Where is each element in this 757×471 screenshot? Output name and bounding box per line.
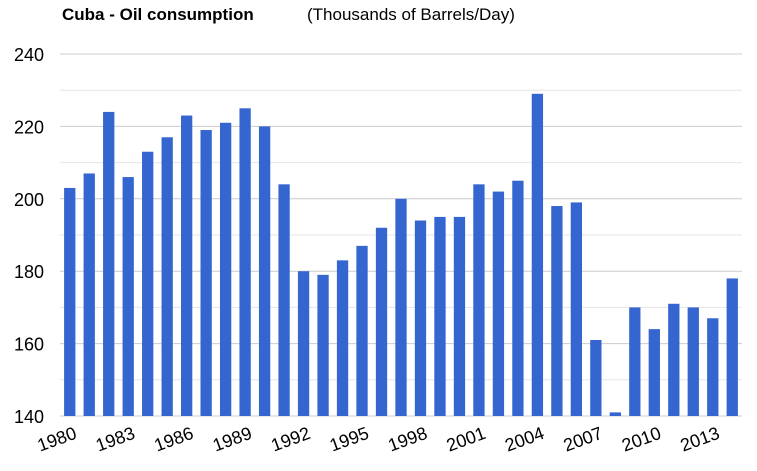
- bar-1993: [317, 274, 329, 416]
- bar-2014: [726, 278, 738, 416]
- y-tick-label: 220: [14, 117, 44, 137]
- bar-2009: [629, 307, 641, 416]
- bar-1985: [161, 137, 173, 416]
- bar-1997: [395, 198, 407, 416]
- x-tick-label: 2013: [678, 423, 722, 455]
- bars: [64, 93, 738, 417]
- bar-1992: [297, 271, 310, 416]
- y-tick-label: 200: [14, 190, 44, 210]
- gridlines: [60, 53, 742, 417]
- bar-1989: [239, 108, 251, 417]
- bar-2000: [453, 216, 466, 416]
- bar-1991: [278, 184, 290, 416]
- bar-2008: [609, 412, 621, 416]
- bar-1981: [83, 173, 95, 416]
- bar-1998: [414, 220, 427, 416]
- y-tick-label: 240: [14, 45, 44, 65]
- bar-1982: [103, 111, 115, 417]
- x-tick-label: 1992: [268, 423, 312, 455]
- x-tick-label: 1989: [210, 423, 254, 455]
- bar-2011: [668, 303, 680, 416]
- bar-1980: [64, 187, 76, 416]
- chart-title: Cuba - Oil consumption: [62, 5, 254, 24]
- bar-1983: [122, 177, 134, 416]
- y-tick-label: 140: [14, 407, 44, 427]
- bar-1995: [356, 245, 368, 416]
- x-tick-label: 1986: [152, 423, 196, 455]
- bar-1987: [200, 130, 212, 416]
- y-tick-label: 160: [14, 335, 44, 355]
- bar-1986: [181, 115, 193, 416]
- bar-2001: [473, 184, 485, 416]
- bar-1999: [434, 216, 446, 416]
- y-axis-ticks: 140 160 180 200 220 240: [14, 45, 44, 427]
- x-tick-label: 1980: [35, 423, 79, 455]
- bar-2007: [590, 339, 602, 416]
- bar-1988: [219, 122, 232, 416]
- x-tick-label: 2001: [444, 423, 488, 455]
- x-tick-label: 2007: [561, 423, 605, 455]
- bar-1990: [258, 126, 271, 417]
- bar-2006: [570, 202, 583, 416]
- bar-1984: [142, 151, 154, 417]
- x-axis-ticks: 1980 1983 1986 1989 1992 1995 1998 2001 2004 2007…: [35, 423, 723, 455]
- bar-2005: [551, 206, 563, 416]
- x-tick-label: 1998: [385, 423, 429, 455]
- bar-2003: [512, 180, 524, 416]
- bar-2010: [648, 329, 660, 416]
- bar-1994: [336, 260, 349, 416]
- x-tick-label: 2004: [502, 423, 546, 455]
- bar-2002: [492, 191, 505, 416]
- bar-2012: [687, 307, 699, 416]
- y-tick-label: 180: [14, 262, 44, 282]
- chart-subtitle: (Thousands of Barrels/Day): [307, 5, 515, 24]
- bar-2004: [531, 93, 544, 416]
- x-tick-label: 2010: [619, 423, 663, 455]
- x-tick-label: 1995: [327, 423, 371, 455]
- bar-2013: [707, 318, 719, 416]
- x-tick-label: 1983: [93, 423, 137, 455]
- bar-1996: [375, 227, 388, 416]
